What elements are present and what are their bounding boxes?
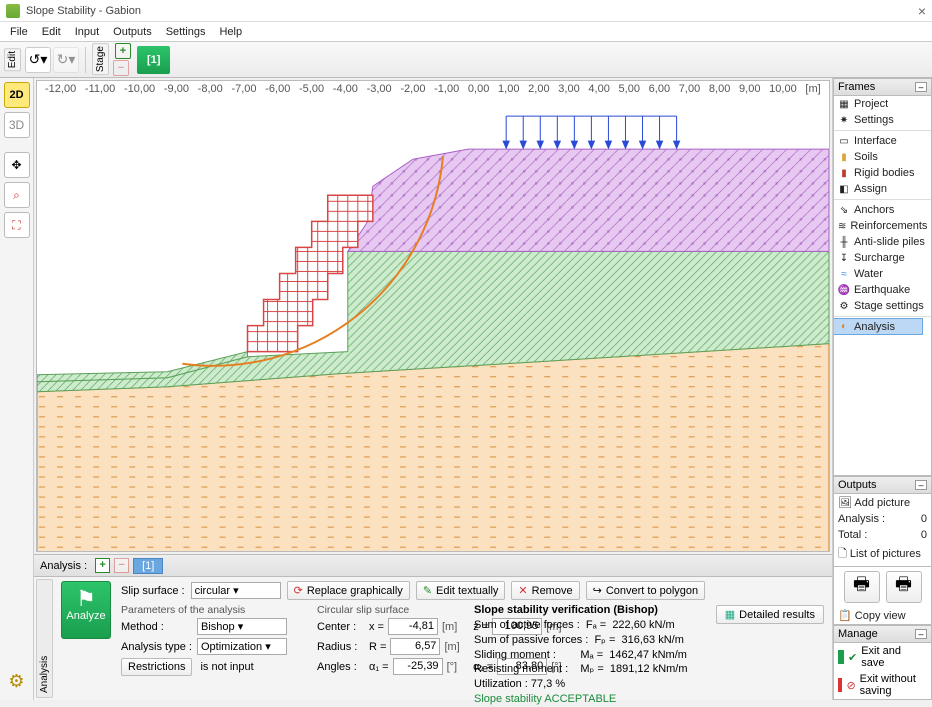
exit-save-button[interactable]: ✔Exit and save: [834, 643, 931, 671]
drawing-canvas[interactable]: -12,00-11,00-10,00-9,00-8,00-7,00-6,00-5…: [36, 80, 830, 552]
menu-edit[interactable]: Edit: [36, 24, 67, 40]
print-buttons: 🖶 🖶: [833, 567, 932, 607]
add-picture-button[interactable]: 🖼 Add picture: [834, 494, 931, 511]
detailed-results-button[interactable]: ▦Detailed results: [716, 605, 824, 624]
replace-graphically-button[interactable]: ⟳Replace graphically: [287, 581, 410, 600]
frame-item-anti-slide-piles[interactable]: ╫Anti-slide piles: [834, 234, 931, 250]
restrictions-button[interactable]: Restrictions: [121, 658, 192, 676]
zoom-region-button[interactable]: ⛶: [4, 212, 30, 238]
frame-item-earthquake[interactable]: ♒Earthquake: [834, 282, 931, 298]
copy-view-button[interactable]: 📋 Copy view: [834, 607, 931, 624]
stage-add-icon[interactable]: +: [115, 43, 131, 59]
manage-collapse-icon[interactable]: –: [915, 629, 927, 639]
frame-item-soils[interactable]: ▮Soils: [834, 149, 931, 165]
tool-strip: Edit ↺▾ ↻▾ Stage + − [1]: [0, 42, 932, 78]
stage-tab[interactable]: Stage: [92, 43, 109, 75]
frames-list: ▦Project✷Settings ▭Interface▮Soils▮Rigid …: [833, 96, 932, 476]
print-report-button[interactable]: 🖶: [886, 571, 922, 603]
menu-bar: File Edit Input Outputs Settings Help: [0, 22, 932, 42]
frame-item-surcharge[interactable]: ↧Surcharge: [834, 250, 931, 266]
analysis-add-button[interactable]: +: [95, 558, 110, 573]
outputs-header: Outputs–: [833, 476, 932, 494]
frame-item-rigid-bodies[interactable]: ▮Rigid bodies: [834, 165, 931, 181]
close-icon[interactable]: ×: [898, 3, 926, 19]
analysis-side-tab[interactable]: Analysis: [36, 579, 53, 698]
results-block: Slope stability verification (Bishop) Su…: [474, 603, 688, 707]
frame-item-stage-settings[interactable]: ⚙Stage settings: [834, 298, 931, 314]
menu-help[interactable]: Help: [213, 24, 248, 40]
outputs-panel: 🖼 Add picture Analysis :0 Total :0 🗋 Lis…: [833, 494, 932, 567]
app-icon: [6, 4, 20, 18]
window-title: Slope Stability - Gabion: [26, 5, 898, 17]
stage-remove-icon[interactable]: −: [113, 60, 129, 76]
view-3d-button[interactable]: 3D: [4, 112, 30, 138]
frame-item-project[interactable]: ▦Project: [834, 96, 931, 112]
left-toolbox: 2D 3D ✥ ⌕ ⛶ ⚙: [0, 78, 34, 700]
analysis-number[interactable]: [1]: [133, 558, 163, 574]
slope-diagram: [37, 81, 829, 552]
frame-item-settings[interactable]: ✷Settings: [834, 112, 931, 128]
frames-header: Frames–: [833, 78, 932, 96]
manage-panel: ✔Exit and save ⊘Exit without saving: [833, 643, 932, 700]
analyze-icon: ⚑: [62, 588, 110, 610]
view-2d-button[interactable]: 2D: [4, 82, 30, 108]
analyze-button[interactable]: ⚑ Analyze: [61, 581, 111, 639]
analysis-remove-button[interactable]: −: [114, 558, 129, 573]
redo-button[interactable]: ↻▾: [53, 47, 79, 73]
frame-item-interface[interactable]: ▭Interface: [834, 133, 931, 149]
edit-textually-button[interactable]: ✎Edit textually: [416, 581, 506, 600]
frames-collapse-icon[interactable]: –: [915, 82, 927, 92]
pan-button[interactable]: ✥: [4, 152, 30, 178]
outputs-collapse-icon[interactable]: –: [915, 480, 927, 490]
title-bar: Slope Stability - Gabion ×: [0, 0, 932, 22]
frame-item-water[interactable]: ≈Water: [834, 266, 931, 282]
slip-surface-label: Slip surface :: [121, 585, 185, 597]
manage-header: Manage–: [833, 625, 932, 643]
exit-nosave-button[interactable]: ⊘Exit without saving: [834, 671, 931, 699]
bottom-panel: Analysis : + − [1] Analysis ⚑ Analyze Sl…: [34, 554, 832, 700]
right-panel: Frames– ▦Project✷Settings ▭Interface▮Soil…: [832, 78, 932, 700]
frame-item-reinforcements[interactable]: ≋Reinforcements: [834, 218, 931, 234]
stage-button[interactable]: [1]: [137, 46, 170, 74]
center-x-input[interactable]: -4,81: [388, 618, 438, 635]
method-select[interactable]: Bishop ▾: [197, 618, 287, 635]
analysis-type-select[interactable]: Optimization ▾: [197, 638, 287, 655]
zoom-button[interactable]: ⌕: [4, 182, 30, 208]
frame-item-analysis[interactable]: ◐Analysis: [833, 318, 923, 335]
settings-gear-icon[interactable]: ⚙: [4, 668, 30, 694]
undo-button[interactable]: ↺▾: [25, 47, 51, 73]
menu-input[interactable]: Input: [69, 24, 105, 40]
frame-item-assign[interactable]: ◧Assign: [834, 181, 931, 197]
convert-polygon-button[interactable]: ↪Convert to polygon: [586, 581, 706, 600]
menu-outputs[interactable]: Outputs: [107, 24, 158, 40]
list-pictures-button[interactable]: 🗋 List of pictures: [834, 543, 931, 566]
print-chart-button[interactable]: 🖶: [844, 571, 880, 603]
remove-button[interactable]: ✕Remove: [511, 581, 579, 600]
slip-surface-select[interactable]: circular ▾: [191, 582, 281, 599]
menu-settings[interactable]: Settings: [160, 24, 212, 40]
analysis-bar: Analysis : + − [1]: [34, 555, 832, 577]
edit-tab[interactable]: Edit: [4, 48, 21, 71]
menu-file[interactable]: File: [4, 24, 34, 40]
frame-item-anchors[interactable]: ⇘Anchors: [834, 202, 931, 218]
radius-input[interactable]: 6,57: [390, 638, 440, 655]
analysis-bar-label: Analysis :: [40, 560, 87, 572]
angle1-input[interactable]: -25,39: [393, 658, 443, 675]
